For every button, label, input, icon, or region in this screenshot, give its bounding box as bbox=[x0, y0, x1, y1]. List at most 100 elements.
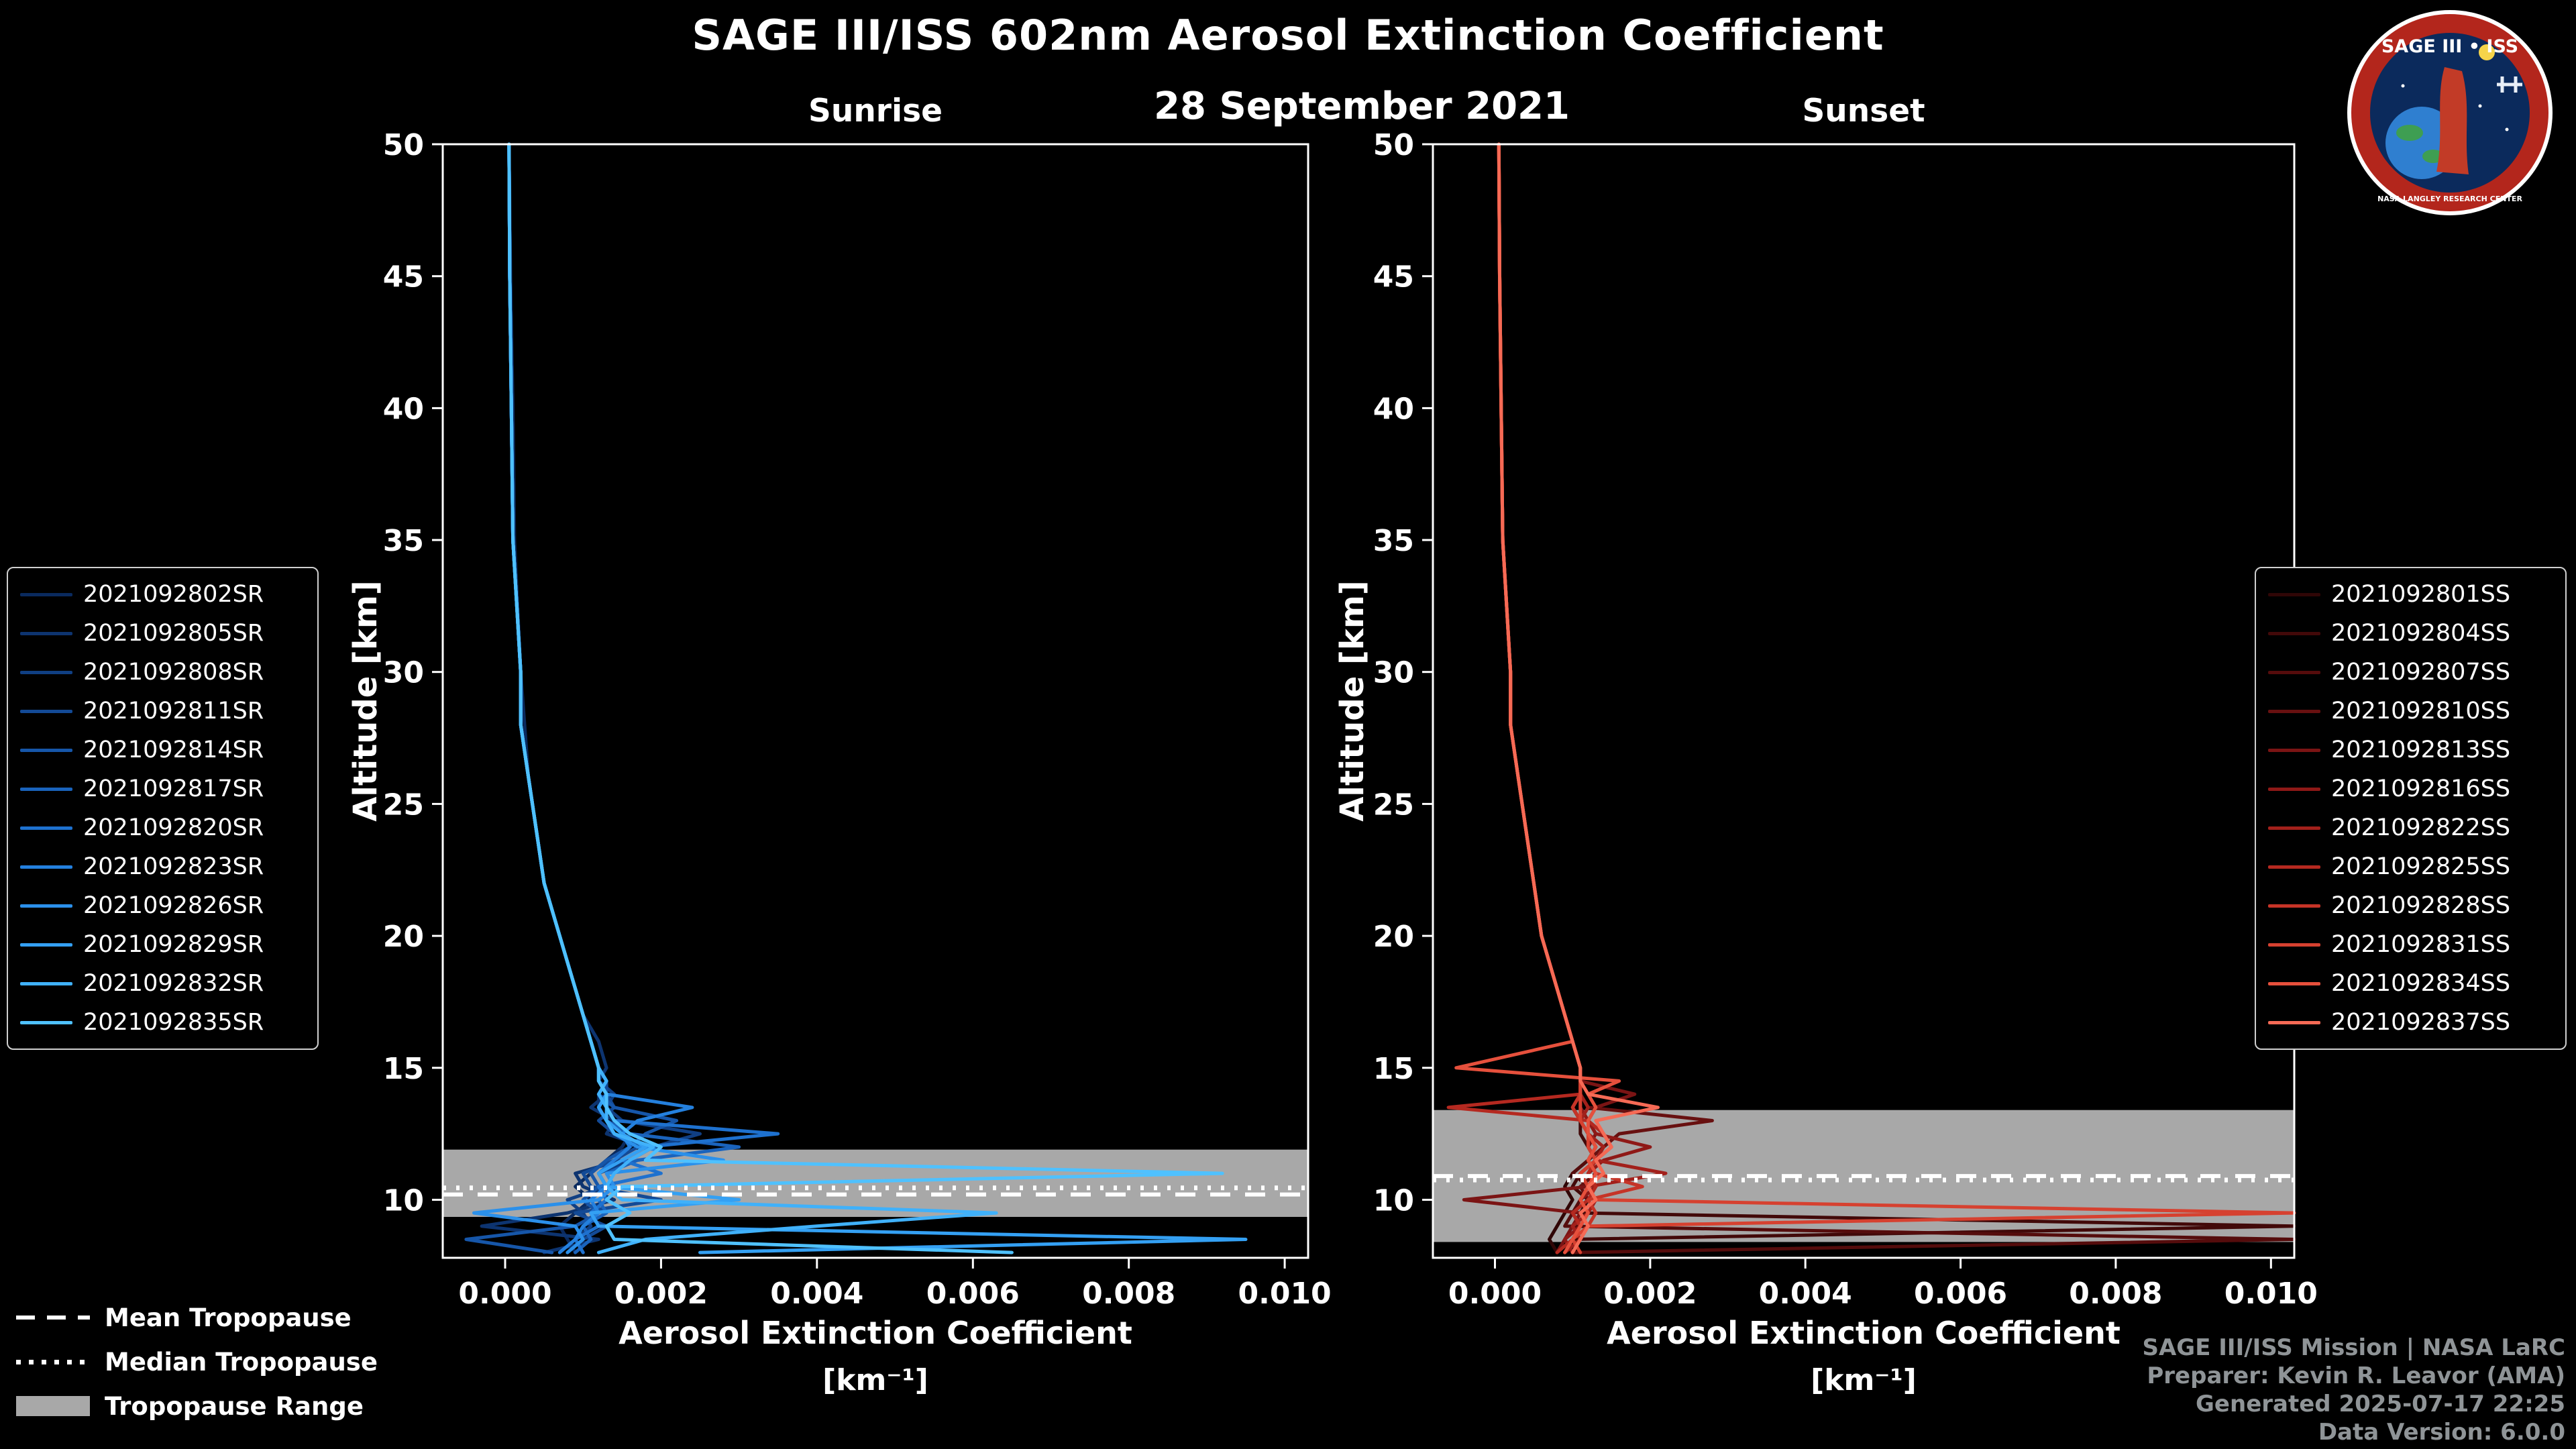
sunrise-x-axis-units: [km⁻¹] bbox=[822, 1363, 928, 1397]
logo-iss bbox=[2497, 76, 2522, 93]
legend-label: 2021092817SR bbox=[83, 775, 264, 802]
x-tick-label: 0.004 bbox=[1759, 1277, 1852, 1311]
logo-ring-text: NASA LANGLEY RESEARCH CENTER bbox=[2377, 195, 2522, 203]
sunrise-y-axis-label: Altitude [km] bbox=[347, 580, 384, 822]
profile-line bbox=[507, 142, 694, 1254]
legend-item: 2021092807SS bbox=[2268, 653, 2553, 692]
legend-item: 2021092817SR bbox=[20, 769, 305, 808]
x-tick-label: 0.010 bbox=[2224, 1277, 2318, 1311]
x-tick-label: 0.000 bbox=[458, 1277, 551, 1311]
legend-item: 2021092813SS bbox=[2268, 731, 2553, 769]
profile-line bbox=[472, 142, 725, 1254]
sunset-legend: 2021092801SS 2021092804SS 2021092807SS 2021… bbox=[2255, 567, 2567, 1050]
logo-sun bbox=[2479, 44, 2495, 60]
legend-line-swatch bbox=[2268, 787, 2320, 791]
legend-label: 2021092814SR bbox=[83, 737, 264, 763]
profile-line bbox=[507, 142, 702, 1254]
legend-line-swatch bbox=[20, 1020, 72, 1024]
sunset-panel-title: Sunset bbox=[1802, 93, 1925, 129]
y-tick-label: 10 bbox=[383, 1184, 424, 1218]
x-tick-label: 0.000 bbox=[1448, 1277, 1542, 1311]
legend-label: 2021092802SR bbox=[83, 581, 264, 608]
y-tick-label: 20 bbox=[383, 920, 424, 954]
x-tick-label: 0.008 bbox=[1082, 1277, 1175, 1311]
sunrise-plot: 0.000 0.002 0.004 0.006 0.008 0.010 10 15 20 25 30… bbox=[383, 128, 1332, 1311]
legend-label: 2021092816SS bbox=[2331, 775, 2511, 802]
sunset-x-axis-units: [km⁻¹] bbox=[1811, 1363, 1917, 1397]
profile-line bbox=[507, 142, 780, 1254]
y-tick-label: 10 bbox=[1373, 1184, 1414, 1218]
legend-line-swatch bbox=[20, 592, 72, 596]
legend-label: 2021092808SR bbox=[83, 659, 264, 686]
legend-label: 2021092807SS bbox=[2331, 659, 2511, 686]
plot-frame bbox=[1432, 143, 2296, 1259]
y-tick-label: 50 bbox=[383, 128, 424, 162]
x-tick-label: 0.002 bbox=[1603, 1277, 1697, 1311]
x-tick-label: 0.010 bbox=[1238, 1277, 1332, 1311]
x-tick-label: 0.002 bbox=[614, 1277, 708, 1311]
legend-line-swatch bbox=[2268, 981, 2320, 985]
plot-frame bbox=[441, 143, 1309, 1259]
sunset-plot: 0.000 0.002 0.004 0.006 0.008 0.010 10 15 20 25 30… bbox=[1373, 128, 2318, 1311]
y-tick-label: 35 bbox=[1373, 524, 1414, 558]
profile-line bbox=[507, 142, 741, 1254]
y-axis: 10 15 20 25 30 35 40 45 50 bbox=[1373, 128, 1433, 1218]
profile-line bbox=[507, 142, 998, 1254]
legend-label: 2021092811SR bbox=[83, 698, 264, 724]
legend-label: 2021092835SR bbox=[83, 1009, 264, 1036]
legend-item: 2021092811SR bbox=[20, 692, 305, 731]
tropopause-range-band bbox=[1433, 1110, 2294, 1242]
legend-line-swatch bbox=[20, 748, 72, 752]
y-tick-label: 30 bbox=[383, 656, 424, 690]
mean-tropopause-line-sample bbox=[16, 1316, 90, 1320]
profile-line bbox=[1497, 142, 1714, 1254]
median-tropopause-line-sample bbox=[16, 1359, 90, 1364]
mean-tropopause-legend-item: Mean Tropopause bbox=[16, 1303, 378, 1332]
legend-line-swatch bbox=[2268, 709, 2320, 713]
sunset-x-axis-label: Aerosol Extinction Coefficient bbox=[1607, 1315, 2121, 1351]
sunset-y-axis-label: Altitude [km] bbox=[1334, 580, 1371, 822]
y-axis: 10 15 20 25 30 35 40 45 50 bbox=[383, 128, 443, 1218]
x-tick-label: 0.006 bbox=[926, 1277, 1020, 1311]
legend-item: 2021092822SS bbox=[2268, 808, 2553, 847]
profile-line bbox=[1497, 142, 1668, 1254]
profile-line bbox=[507, 142, 1224, 1254]
preparer-credit: Preparer: Kevin R. Leavor (AMA) bbox=[2147, 1362, 2565, 1389]
legend-item: 2021092804SS bbox=[2268, 614, 2553, 653]
legend-line-swatch bbox=[20, 670, 72, 674]
legend-label: 2021092828SS bbox=[2331, 892, 2511, 919]
legend-label: 2021092804SS bbox=[2331, 620, 2511, 647]
tropopause-range-patch-sample bbox=[16, 1396, 90, 1416]
x-tick-label: 0.006 bbox=[1914, 1277, 2007, 1311]
page-title: SAGE III/ISS 602nm Aerosol Extinction Co… bbox=[692, 11, 1884, 60]
profile-line bbox=[1497, 142, 1598, 1254]
legend-line-swatch bbox=[2268, 748, 2320, 752]
legend-item: 2021092834SS bbox=[2268, 964, 2553, 1003]
profile-line bbox=[1497, 142, 2296, 1254]
legend-item: 2021092801SS bbox=[2268, 575, 2553, 614]
y-tick-label: 25 bbox=[383, 788, 424, 822]
legend-line-swatch bbox=[20, 865, 72, 869]
profile-line bbox=[1497, 142, 1660, 1254]
x-axis: 0.000 0.002 0.004 0.006 0.008 0.010 bbox=[458, 1258, 1332, 1311]
legend-line-swatch bbox=[20, 981, 72, 985]
legend-item: 2021092823SR bbox=[20, 847, 305, 886]
y-tick-label: 20 bbox=[1373, 920, 1414, 954]
profile-line bbox=[480, 142, 647, 1254]
y-tick-label: 40 bbox=[1373, 392, 1414, 426]
legend-item: 2021092828SS bbox=[2268, 886, 2553, 925]
sage-iii-iss-logo: SAGE III • ISS NASA LANGLEY RESEARCH CEN… bbox=[2347, 10, 2553, 215]
legend-label: 2021092831SS bbox=[2331, 931, 2511, 958]
legend-label: 2021092805SR bbox=[83, 620, 264, 647]
profile-line bbox=[1497, 142, 2296, 1254]
legend-item: 2021092831SS bbox=[2268, 925, 2553, 964]
date-title: 28 September 2021 bbox=[1154, 85, 1570, 128]
y-tick-label: 35 bbox=[383, 524, 424, 558]
legend-line-swatch bbox=[2268, 1020, 2320, 1024]
profile-line bbox=[1497, 142, 1644, 1254]
legend-line-swatch bbox=[20, 943, 72, 947]
mean-tropopause-label: Mean Tropopause bbox=[105, 1303, 352, 1332]
tropopause-range-legend-item: Tropopause Range bbox=[16, 1391, 378, 1421]
legend-line-swatch bbox=[2268, 670, 2320, 674]
